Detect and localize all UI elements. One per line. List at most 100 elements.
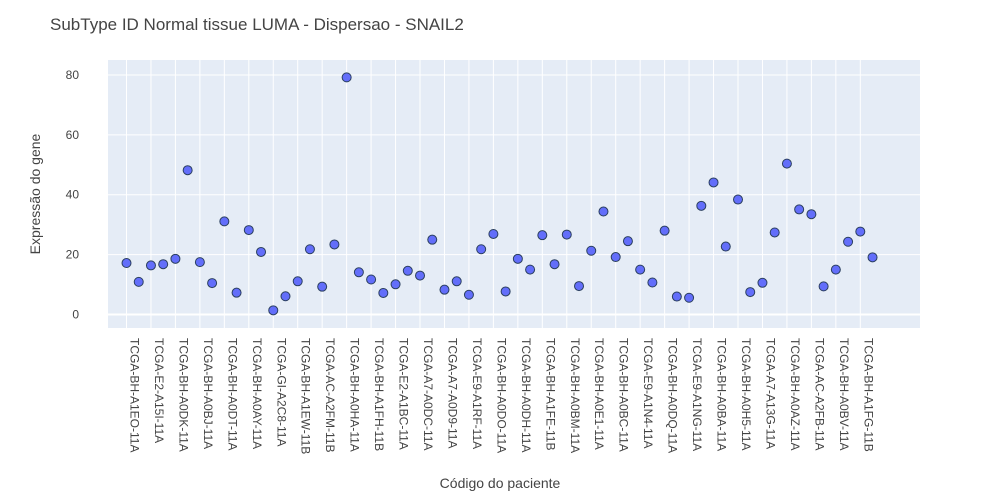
data-point[interactable] (684, 292, 695, 303)
y-axis-title: Expressão do gene (27, 133, 43, 254)
data-point[interactable] (769, 227, 780, 238)
data-point[interactable] (329, 239, 340, 250)
data-point[interactable] (488, 228, 499, 239)
data-point[interactable] (304, 244, 315, 255)
x-tick-label: TCGA-BH-A0AZ-11A (788, 338, 802, 450)
data-point[interactable] (451, 276, 462, 287)
x-tick-label: TCGA-BH-A0E1-11A (592, 338, 606, 450)
x-tick-label: TCGA-BH-A0DT-11A (225, 338, 239, 450)
data-point[interactable] (231, 287, 242, 298)
data-point[interactable] (843, 236, 854, 247)
data-point[interactable] (574, 281, 585, 292)
data-point[interactable] (708, 177, 719, 188)
data-point[interactable] (243, 225, 254, 236)
x-tick-label: TCGA-BH-A0BV-11A (837, 338, 851, 450)
data-point[interactable] (390, 279, 401, 290)
data-point[interactable] (512, 253, 523, 264)
data-point[interactable] (696, 200, 707, 211)
x-tick-label: TCGA-BH-A1EO-11A (128, 338, 142, 452)
data-point[interactable] (268, 305, 279, 316)
data-point[interactable] (757, 277, 768, 288)
data-point[interactable] (463, 289, 474, 300)
data-point[interactable] (745, 287, 756, 298)
x-tick-label: TCGA-BH-A0DO-11A (494, 338, 508, 453)
data-point[interactable] (586, 245, 597, 256)
data-point[interactable] (427, 234, 438, 245)
x-tick-label: TCGA-BH-A0DH-11A (519, 338, 533, 452)
data-point[interactable] (280, 291, 291, 302)
gridlines (108, 60, 920, 328)
data-point[interactable] (133, 276, 144, 287)
data-point[interactable] (537, 230, 548, 241)
data-point[interactable] (794, 204, 805, 215)
x-tick-label: TCGA-AC-A2FM-11B (323, 338, 337, 452)
data-point[interactable] (292, 276, 303, 287)
data-point[interactable] (659, 225, 670, 236)
data-point[interactable] (219, 216, 230, 227)
data-point[interactable] (500, 286, 511, 297)
data-point[interactable] (635, 264, 646, 275)
data-point[interactable] (402, 265, 413, 276)
data-point[interactable] (525, 264, 536, 275)
x-tick-label: TCGA-BH-A0BM-11A (568, 338, 582, 453)
x-tick-labels: TCGA-BH-A1EO-11A TCGA-E2-A15I-11A TCGA-BH-… (128, 338, 876, 454)
data-point[interactable] (256, 246, 267, 257)
data-point[interactable] (121, 258, 132, 269)
x-tick-label: TCGA-E9-A1NG-11A (690, 338, 704, 451)
data-point[interactable] (170, 253, 181, 264)
x-tick-label: TCGA-E2-A15I-11A (152, 338, 166, 443)
data-point[interactable] (145, 260, 156, 271)
data-point[interactable] (439, 284, 450, 295)
x-tick-label: TCGA-BH-A0AY-11A (250, 338, 264, 449)
data-point[interactable] (867, 252, 878, 263)
x-tick-label: TCGA-BH-A0BJ-11A (201, 338, 215, 449)
x-tick-label: TCGA-AC-A2FB-11A (812, 338, 826, 450)
data-point[interactable] (158, 259, 169, 270)
y-tick-label: 80 (66, 68, 80, 82)
plot-area (108, 60, 920, 328)
y-tick-label: 60 (66, 128, 80, 142)
data-point[interactable] (561, 229, 572, 240)
data-point[interactable] (610, 252, 621, 263)
x-tick-label: TCGA-BH-A1EW-11B (299, 338, 313, 454)
data-point[interactable] (353, 267, 364, 278)
chart-title: SubType ID Normal tissue LUMA - Dispersa… (50, 15, 464, 34)
x-tick-label: TCGA-GI-A2C8-11A (274, 338, 288, 446)
data-point[interactable] (341, 72, 352, 83)
data-points (121, 72, 878, 316)
x-tick-label: TCGA-BH-A0H5-11A (739, 338, 753, 450)
data-point[interactable] (317, 281, 328, 292)
x-tick-label: TCGA-BH-A0DQ-11A (666, 338, 680, 453)
x-tick-label: TCGA-E2-A1BC-11A (397, 338, 411, 450)
data-point[interactable] (194, 257, 205, 268)
data-point[interactable] (549, 259, 560, 270)
data-point[interactable] (855, 226, 866, 237)
data-point[interactable] (415, 270, 426, 281)
y-tick-label: 0 (72, 308, 79, 322)
data-point[interactable] (733, 194, 743, 205)
data-point[interactable] (207, 278, 218, 289)
x-tick-label: TCGA-BH-A0DK-11A (176, 338, 190, 452)
data-point[interactable] (830, 264, 841, 275)
x-tick-label: TCGA-BH-A1FH-11B (372, 338, 386, 451)
y-tick-label: 20 (66, 248, 80, 262)
x-tick-label: TCGA-A7-A13G-11A (763, 338, 777, 449)
y-tick-label: 40 (66, 188, 80, 202)
data-point[interactable] (671, 291, 682, 302)
x-tick-label: TCGA-E9-A1RF-11A (470, 338, 484, 449)
data-point[interactable] (378, 287, 389, 298)
data-point[interactable] (622, 236, 633, 247)
x-tick-label: TCGA-A7-A0DC-11A (421, 338, 435, 450)
data-point[interactable] (647, 277, 658, 288)
data-point[interactable] (598, 206, 609, 217)
data-point[interactable] (366, 274, 377, 285)
data-point[interactable] (476, 244, 487, 255)
x-tick-label: TCGA-BH-A0HA-11A (348, 338, 362, 452)
x-tick-label: TCGA-BH-A0BC-11A (617, 338, 631, 452)
data-point[interactable] (781, 158, 792, 169)
data-point[interactable] (720, 241, 731, 252)
data-point[interactable] (182, 165, 193, 176)
data-point[interactable] (818, 281, 829, 292)
data-point[interactable] (806, 209, 817, 220)
